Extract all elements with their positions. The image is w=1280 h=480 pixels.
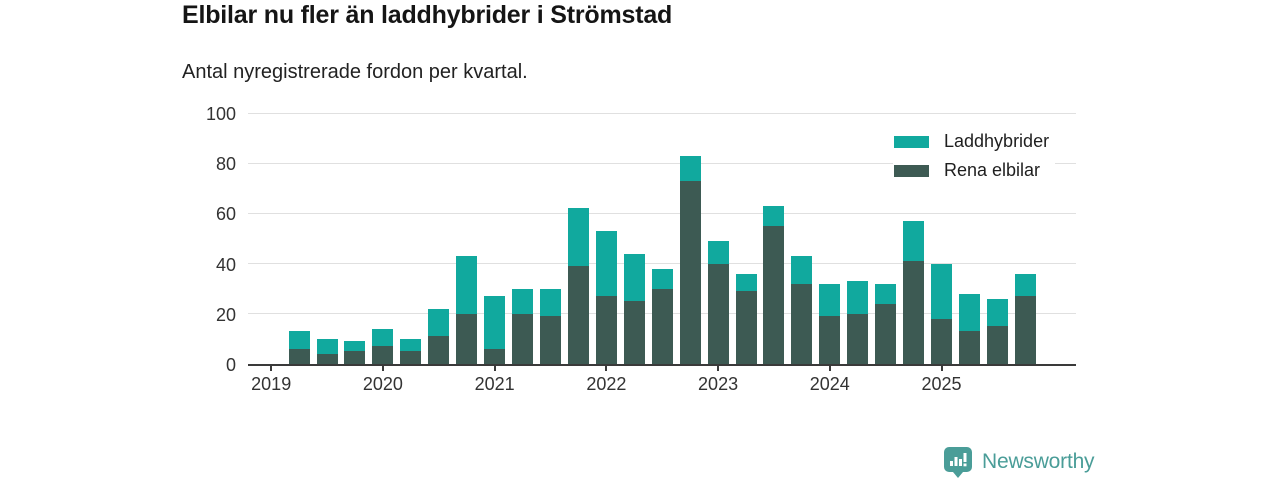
x-tick-2023	[717, 366, 720, 371]
bar-segment-laddhybrider-2024-Q1	[819, 283, 841, 317]
bar-segment-rena-elbilar-2019-Q3	[316, 353, 338, 364]
bar-segment-rena-elbilar-2024-Q1	[819, 316, 841, 364]
x-tick-label-2019: 2019	[251, 374, 292, 394]
x-tick-2020	[381, 366, 384, 371]
bar-segment-rena-elbilar-2020-Q2	[400, 351, 422, 364]
gridline-y-80	[248, 162, 1076, 164]
bar-segment-rena-elbilar-2023-Q4	[791, 283, 813, 364]
y-tick-label-80: 80	[215, 154, 236, 175]
x-tick-2022	[605, 366, 608, 371]
y-tick-label-20: 20	[215, 304, 236, 325]
bar-segment-rena-elbilar-2024-Q3	[875, 303, 897, 364]
y-tick-label-0: 0	[225, 355, 236, 375]
bar-segment-rena-elbilar-2022-Q3	[651, 288, 673, 364]
bar-segment-laddhybrider-2025-Q1	[931, 263, 953, 319]
bar-segment-laddhybrider-2019-Q2	[288, 331, 310, 349]
bar-segment-rena-elbilar-2019-Q2	[288, 348, 310, 364]
x-tick-2021	[493, 366, 496, 371]
bar-segment-laddhybrider-2024-Q4	[903, 220, 925, 262]
bar-segment-laddhybrider-2021-Q3	[540, 288, 561, 317]
bar-segment-rena-elbilar-2020-Q3	[428, 336, 450, 364]
legend-label: Laddhybrider	[944, 131, 1050, 151]
chart-subtitle: Antal nyregistrerade fordon per kvartal.	[182, 61, 528, 83]
bar-segment-rena-elbilar-2020-Q1	[372, 346, 394, 364]
bar-segment-laddhybrider-2025-Q2	[958, 293, 980, 332]
bar-segment-laddhybrider-2019-Q4	[344, 341, 366, 352]
bar-segment-rena-elbilar-2024-Q4	[903, 261, 925, 364]
x-axis-line	[248, 364, 1076, 366]
newsworthy-logo: Newsworthy	[943, 446, 1095, 478]
bar-segment-laddhybrider-2025-Q3	[986, 298, 1008, 327]
legend-label: Rena elbilar	[944, 160, 1041, 180]
gridline-y-100	[248, 112, 1076, 114]
x-tick-label-2024: 2024	[809, 374, 850, 394]
y-tick-label-100: 100	[205, 104, 236, 124]
chart-legend: Laddhybrider Rena elbilar	[893, 129, 1056, 183]
bar-segment-rena-elbilar-2023-Q1	[707, 263, 729, 364]
newsworthy-wordmark: Newsworthy	[982, 450, 1095, 473]
bar-segment-laddhybrider-2021-Q1	[484, 296, 506, 349]
x-tick-label-2021: 2021	[474, 374, 515, 394]
bar-segment-rena-elbilar-2021-Q1	[484, 348, 506, 364]
bar-segment-rena-elbilar-2023-Q3	[763, 225, 785, 364]
x-tick-label-2023: 2023	[698, 374, 739, 394]
bar-segment-laddhybrider-2024-Q2	[847, 281, 869, 314]
legend-item-laddhybrider: Laddhybrider	[893, 129, 1056, 154]
x-tick-2024	[828, 366, 831, 371]
bar-segment-rena-elbilar-2021-Q3	[540, 316, 561, 364]
bar-segment-laddhybrider-2022-Q1	[595, 230, 617, 297]
gridline-y-40	[248, 263, 1076, 265]
bar-segment-laddhybrider-2022-Q3	[651, 268, 673, 289]
bar-segment-rena-elbilar-2020-Q4	[456, 313, 478, 364]
x-tick-label-2020: 2020	[362, 374, 403, 394]
bar-segment-laddhybrider-2021-Q2	[512, 288, 534, 314]
bar-segment-laddhybrider-2023-Q1	[707, 241, 729, 264]
bar-segment-laddhybrider-2023-Q2	[735, 273, 757, 292]
bar-segment-laddhybrider-2020-Q4	[456, 256, 478, 314]
bar-segment-rena-elbilar-2021-Q4	[567, 266, 589, 364]
bar-segment-laddhybrider-2024-Q3	[875, 283, 897, 304]
bar-segment-rena-elbilar-2022-Q1	[595, 296, 617, 364]
bar-segment-laddhybrider-2021-Q4	[567, 208, 589, 267]
bar-segment-laddhybrider-2019-Q3	[316, 338, 338, 354]
bar-segment-laddhybrider-2022-Q4	[679, 155, 701, 181]
x-tick-label-2025: 2025	[921, 374, 962, 394]
bar-segment-laddhybrider-2025-Q4	[1014, 273, 1036, 297]
bar-segment-rena-elbilar-2025-Q4	[1014, 296, 1036, 364]
x-tick-2025	[940, 366, 943, 371]
bar-segment-laddhybrider-2023-Q3	[763, 205, 785, 226]
bar-segment-laddhybrider-2022-Q2	[623, 253, 645, 302]
bar-segment-rena-elbilar-2021-Q2	[512, 313, 534, 364]
legend-swatch-rena-elbilar	[894, 164, 929, 177]
legend-item-rena-elbilar: Rena elbilar	[893, 158, 1056, 183]
bar-segment-rena-elbilar-2019-Q4	[344, 351, 366, 364]
newsworthy-badge-icon	[944, 447, 972, 478]
x-tick-2019	[270, 366, 273, 371]
bar-segment-rena-elbilar-2022-Q4	[679, 180, 701, 364]
bar-segment-rena-elbilar-2024-Q2	[847, 313, 869, 364]
bar-segment-laddhybrider-2020-Q1	[372, 328, 394, 347]
bar-segment-rena-elbilar-2023-Q2	[735, 291, 757, 364]
x-tick-label-2022: 2022	[586, 374, 627, 394]
bar-segment-laddhybrider-2023-Q4	[791, 256, 813, 284]
bar-segment-rena-elbilar-2025-Q1	[931, 318, 953, 364]
bar-segment-laddhybrider-2020-Q3	[428, 308, 450, 337]
bar-segment-rena-elbilar-2022-Q2	[623, 301, 645, 364]
page-title: Elbilar nu fler än laddhybrider i Ströms…	[182, 1, 673, 29]
y-tick-label-40: 40	[215, 254, 236, 275]
bar-segment-rena-elbilar-2025-Q3	[986, 326, 1008, 364]
y-tick-label-60: 60	[215, 204, 236, 225]
legend-swatch-laddhybrider	[894, 135, 929, 148]
gridline-y-60	[248, 212, 1076, 214]
bar-segment-rena-elbilar-2025-Q2	[958, 331, 980, 364]
bar-segment-laddhybrider-2020-Q2	[400, 338, 422, 352]
